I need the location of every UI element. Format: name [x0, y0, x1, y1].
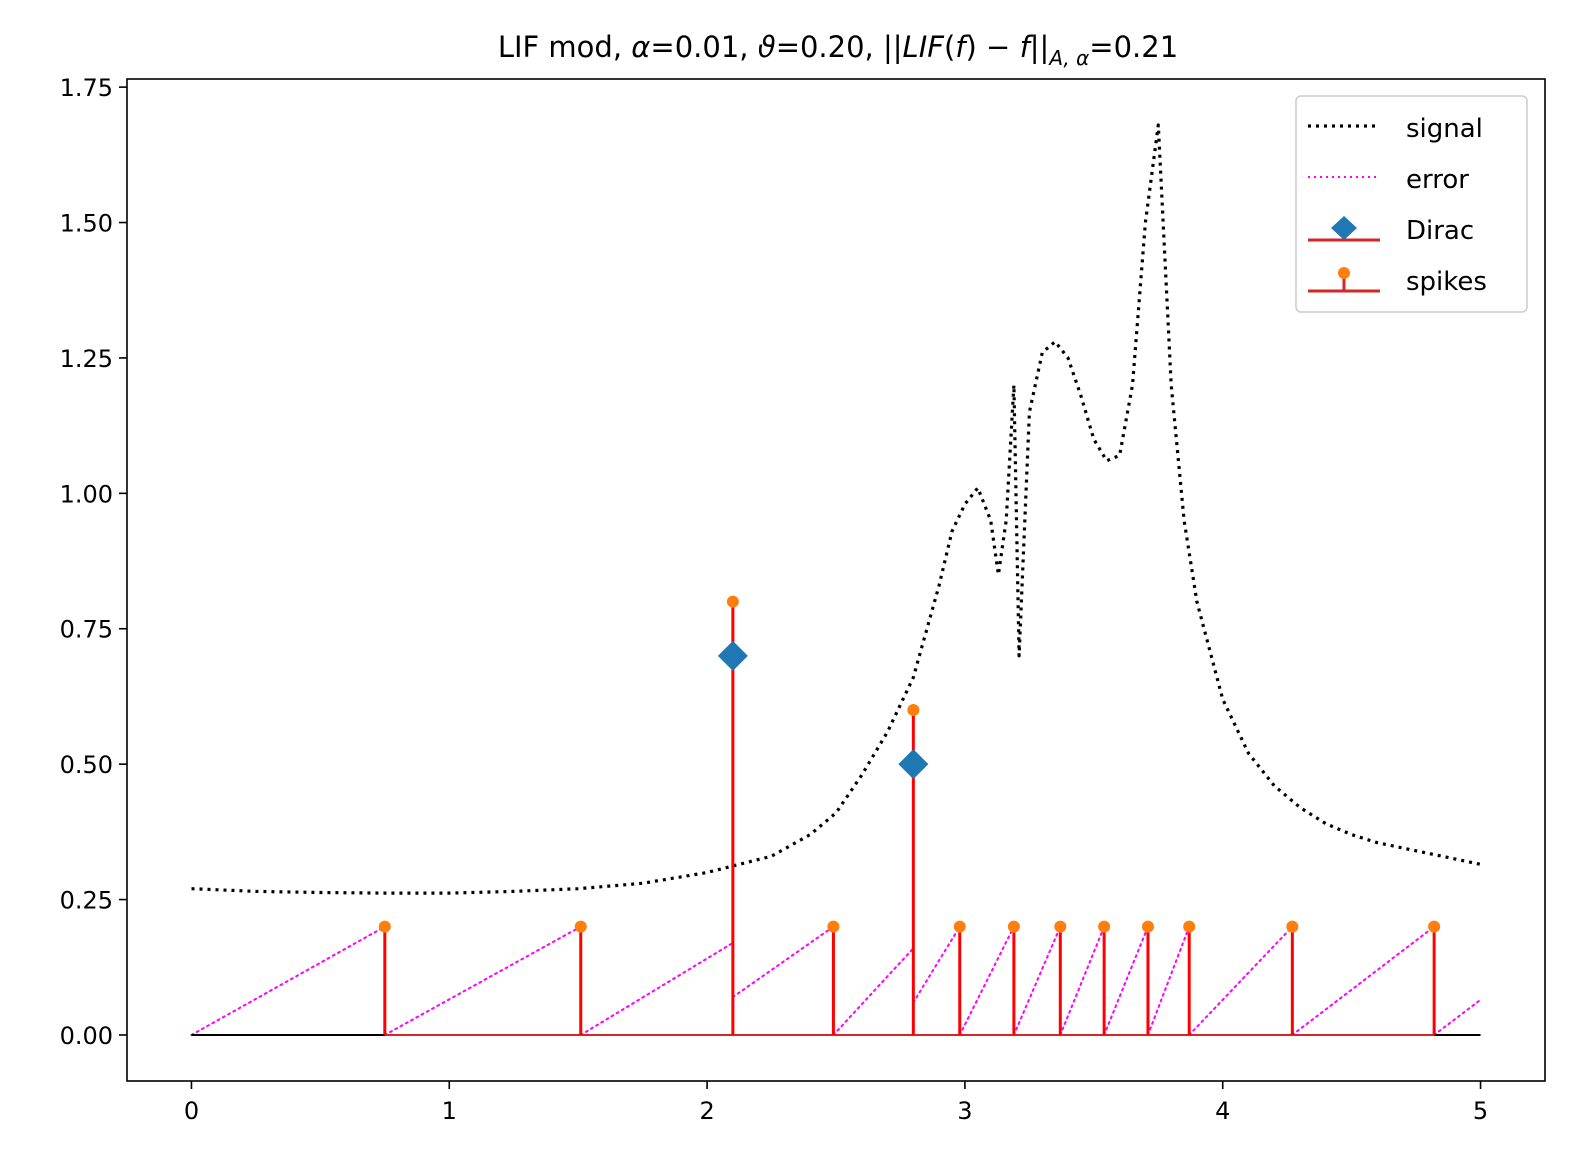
legend-box	[1295, 95, 1528, 313]
y-tick-label-7: 1.75	[60, 74, 113, 102]
error-segment-11	[1188, 925, 1294, 1036]
legend-spikes-marker	[1338, 267, 1350, 279]
x-tick-label-5: 5	[1473, 1097, 1488, 1125]
error-segment-6	[958, 925, 1015, 1036]
spike-marker-1	[574, 920, 587, 933]
y-tick-label-0: 0.00	[60, 1022, 113, 1050]
dirac-marker-0	[717, 640, 748, 671]
y-tick-label-3: 0.75	[60, 616, 113, 644]
spike-marker-0	[378, 920, 391, 933]
error-segment-4	[832, 947, 915, 1036]
spike-marker-6	[1007, 920, 1020, 933]
legend-label-error: error	[1406, 165, 1469, 195]
spike-marker-3	[827, 920, 840, 933]
legend-dirac-marker	[1331, 216, 1357, 240]
chart-title: LIF mod, α=0.01, ϑ=0.20, ||LIF(f) − f||A…	[498, 30, 1178, 70]
plot-frame	[126, 78, 1546, 1082]
y-tick-label-1: 0.25	[60, 887, 113, 915]
error-segment-2	[579, 941, 734, 1036]
legend-label-signal: signal	[1406, 114, 1483, 144]
x-tick-label-4: 4	[1215, 1097, 1230, 1125]
x-tick-label-3: 3	[957, 1097, 972, 1125]
y-tick-label-6: 1.50	[60, 210, 113, 238]
spike-marker-7	[1054, 920, 1067, 933]
spike-marker-8	[1098, 920, 1111, 933]
spike-marker-5	[953, 920, 966, 933]
y-tick-label-5: 1.25	[60, 345, 113, 373]
error-segment-7	[1012, 925, 1062, 1036]
spike-marker-10	[1183, 920, 1196, 933]
spike-marker-12	[1428, 920, 1441, 933]
plot-area	[190, 123, 1482, 1036]
spike-marker-11	[1286, 920, 1299, 933]
error-segment-9	[1103, 925, 1149, 1036]
error-segment-12	[1291, 925, 1436, 1036]
y-tick-label-4: 1.00	[60, 480, 113, 508]
error-segment-13	[1433, 998, 1482, 1036]
spike-marker-2	[726, 595, 739, 608]
y-tick-label-2: 0.50	[60, 751, 113, 779]
axes: 0 1 2 3 4 5 0.00 0.25 0.50 0.75 1.00 1.25 1.50 1.75	[60, 74, 1546, 1125]
error-segment-8	[1059, 925, 1106, 1036]
x-tick-label-0: 0	[184, 1097, 199, 1125]
legend-label-dirac: Dirac	[1406, 216, 1474, 246]
legend: signal error Dirac spikes	[1295, 95, 1528, 313]
spike-marker-9	[1141, 920, 1154, 933]
error-segment-1	[383, 925, 582, 1036]
x-tick-label-2: 2	[699, 1097, 714, 1125]
spike-marker-4	[907, 703, 920, 716]
legend-label-spikes: spikes	[1406, 267, 1487, 297]
error-segment-3	[731, 925, 835, 999]
dirac-marker-1	[898, 749, 929, 780]
error-segment-0	[190, 925, 386, 1036]
x-tick-label-1: 1	[442, 1097, 457, 1125]
error-segment-10	[1146, 925, 1191, 1036]
error-segment-5	[912, 925, 961, 1004]
